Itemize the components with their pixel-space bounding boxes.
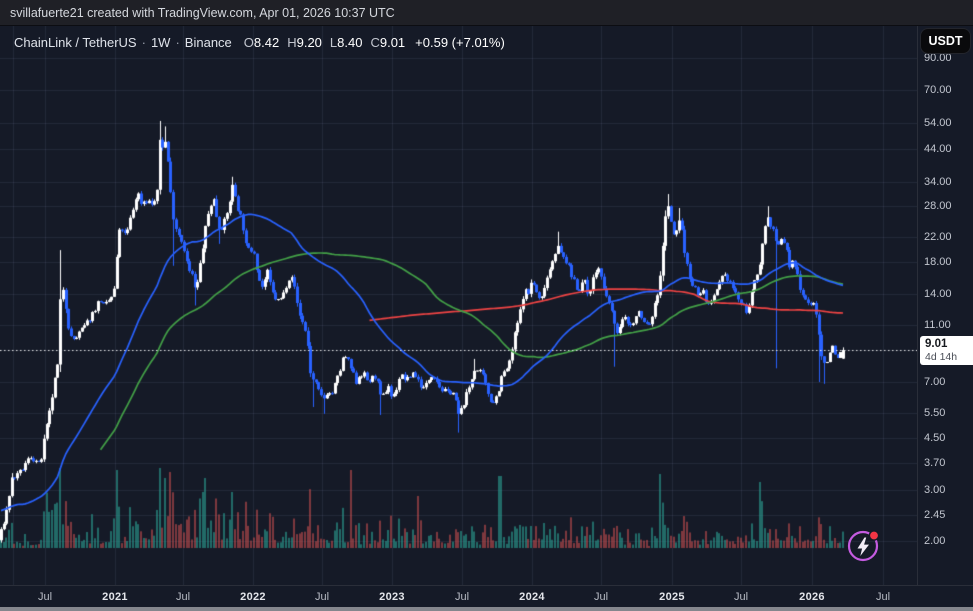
time-axis-month-label: Jul: [733, 591, 749, 603]
price-tick-label: 22.00: [924, 230, 952, 243]
time-axis-year-label: 2024: [519, 591, 545, 603]
price-tick-label: 90.00: [924, 52, 952, 64]
high-value: 9.20: [296, 34, 322, 50]
last-price-label: 9.01 4d 14h: [920, 336, 973, 366]
price-tick-label: 2.45: [924, 509, 946, 522]
time-axis-year-label: 2021: [102, 591, 128, 603]
high-key: H: [287, 34, 297, 50]
legend-separator: ·: [175, 34, 180, 50]
screenshot-banner: svillafuerte21 created with TradingView.…: [0, 0, 973, 26]
close-value: 9.01: [379, 34, 406, 50]
price-tick-label: 3.70: [924, 456, 946, 469]
time-axis-year-label: 2026: [799, 591, 825, 603]
low-key: L: [329, 34, 338, 50]
banner-text: svillafuerte21 created with TradingView.…: [10, 6, 395, 20]
low-value: 8.40: [337, 34, 363, 50]
time-axis-year-label: 2022: [240, 591, 266, 603]
price-tick-label: 4.50: [924, 432, 946, 445]
bar-countdown: 4d 14h: [925, 351, 958, 364]
price-tick-label: 28.00: [924, 200, 952, 213]
notification-badge: [868, 530, 880, 541]
quick-trade-button[interactable]: [845, 527, 881, 563]
exchange-label: Binance: [184, 34, 232, 50]
price-tick-label: 34.00: [924, 175, 952, 188]
time-axis-month-label: Jul: [175, 591, 191, 603]
symbol-legend: ChainLink / TetherUS · 1W · Binance O8.4…: [14, 33, 505, 51]
time-axis-month-label: Jul: [593, 591, 609, 603]
symbol-title[interactable]: ChainLink / TetherUS: [14, 34, 137, 50]
chart-pane[interactable]: ChainLink / TetherUS · 1W · Binance O8.4…: [0, 26, 917, 585]
price-tick-label: 3.00: [924, 483, 946, 496]
ohlc-values: O8.42 H9.20 L8.40 C9.01: [244, 35, 413, 50]
interval-label[interactable]: 1W: [150, 34, 171, 50]
price-tick-label: 18.00: [924, 256, 952, 269]
legend-separator: ·: [141, 34, 146, 50]
time-axis-month-label: Jul: [454, 591, 470, 603]
time-axis-month-label: Jul: [37, 591, 53, 603]
window-edge: [0, 607, 973, 611]
price-tick-label: 11.00: [924, 318, 951, 331]
last-price-value: 9.01: [925, 338, 948, 351]
price-tick-label: 5.50: [924, 406, 946, 419]
price-tick-label: 2.00: [924, 535, 946, 547]
time-axis-year-label: 2025: [659, 591, 685, 603]
price-tick-label: 44.00: [924, 142, 952, 155]
open-value: 8.42: [253, 34, 280, 50]
price-chart-canvas[interactable]: [0, 26, 917, 585]
price-axis[interactable]: 9.01 4d 14h USDT 90.00 70.00 54.00 44.00 34.…: [917, 26, 973, 585]
price-tick-label: 14.00: [924, 288, 952, 301]
time-axis[interactable]: Jul 2021 Jul 2022 Jul 2023 Jul 2024 Jul 2025 Jul 20…: [0, 585, 973, 608]
time-axis-month-label: Jul: [314, 591, 330, 603]
price-tick-label: 7.00: [924, 376, 946, 389]
price-tick-label: 70.00: [924, 83, 952, 96]
close-key: C: [370, 34, 380, 50]
change-value: +0.59 (+7.01%): [415, 34, 505, 50]
open-key: O: [243, 34, 254, 50]
currency-toggle-button[interactable]: USDT: [921, 29, 970, 53]
time-axis-month-label: Jul: [875, 591, 891, 603]
time-axis-year-label: 2023: [379, 591, 405, 603]
price-tick-label: 54.00: [924, 116, 952, 129]
lightning-icon: [847, 530, 880, 562]
